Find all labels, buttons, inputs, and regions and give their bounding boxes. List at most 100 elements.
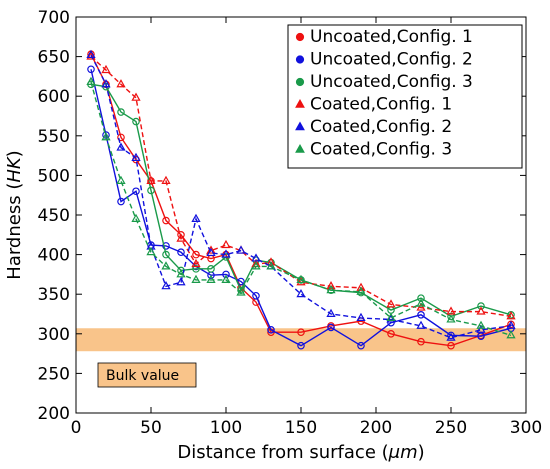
data-point [207,265,215,273]
data-point [386,299,396,308]
bulk-value-label: Bulk value [106,368,179,384]
data-point [161,175,171,184]
data-point [146,247,156,256]
y-tick-label: 300 [38,325,70,345]
series-3 [87,80,515,321]
data-point [206,247,216,257]
data-point [296,277,306,286]
y-tick-label: 700 [38,8,70,28]
series-layer [86,49,516,350]
data-point [417,294,425,302]
series-6 [86,76,516,339]
legend-marker [295,77,305,87]
legend-label: Coated,Config. 1 [310,95,452,115]
series-line [90,81,512,337]
data-point [221,249,231,258]
data-point [356,286,366,295]
data-point [476,320,486,329]
series-line [90,83,512,318]
data-point [116,79,126,88]
data-point [132,117,140,126]
x-tick-label: 250 [435,418,467,438]
x-tick-label: 100 [210,418,242,438]
data-point [161,261,171,270]
data-point [162,250,170,259]
x-axis-title: Distance from surface (μm) [177,442,424,463]
data-point [192,250,200,259]
data-point [327,323,335,332]
data-point [356,312,366,321]
data-point [116,175,126,184]
data-point [356,282,366,291]
data-point [176,277,186,286]
legend-label: Coated,Config. 3 [310,140,452,160]
data-point [132,187,140,196]
x-tick-label: 300 [510,418,542,438]
y-tick-label: 250 [38,364,70,384]
legend-marker [295,121,305,131]
legend-label: Uncoated,Config. 2 [310,50,473,70]
x-tick-label: 150 [285,418,317,438]
legend-marker [295,98,305,108]
data-point [192,265,200,273]
tick-layer: 0 50 100 150 200 250 300 200 250 300 350 400 450 500 5… [38,8,543,438]
data-point [446,314,456,323]
y-tick-label: 400 [38,246,70,266]
data-point [147,186,155,195]
data-point [251,261,261,270]
data-point [117,197,125,206]
data-point [252,291,260,300]
legend-label: Uncoated,Config. 1 [310,27,473,47]
y-tick-label: 650 [38,48,70,68]
data-point [477,302,485,310]
data-point [416,320,426,329]
data-point [387,329,395,338]
legend-label: Uncoated,Config. 3 [310,72,473,92]
data-point [476,324,486,333]
data-point [101,79,111,88]
data-point [177,248,185,257]
x-tick-label: 50 [140,418,162,438]
data-point [101,132,111,141]
data-point [506,311,516,320]
data-point [266,261,276,270]
data-point [101,64,111,74]
data-point [236,245,246,254]
data-point [326,281,336,290]
y-axis-title: Hardness (HK) [4,150,25,279]
y-tick-label: 200 [38,404,70,424]
data-point [162,216,170,225]
bulk-value-label-box [97,362,197,388]
legend-marker [295,32,305,42]
data-point [176,269,186,278]
data-point [117,108,125,116]
data-point [506,330,516,339]
data-point [326,308,336,317]
data-point [506,320,516,329]
legend-box [287,24,523,169]
y-tick-label: 500 [38,166,70,186]
data-point [86,51,96,60]
data-point [297,328,305,337]
series-line [90,54,512,339]
x-tick-label: 200 [360,418,392,438]
y-tick-label: 600 [38,87,70,107]
data-point [326,285,336,294]
data-point [416,298,426,307]
data-point [116,142,126,151]
data-point [447,341,455,350]
data-point [191,274,201,283]
data-point [191,258,201,268]
data-point [206,274,216,283]
data-point [386,312,396,321]
data-point [417,337,425,346]
y-tick-label: 450 [38,206,70,226]
data-point [162,242,170,250]
series-line [90,56,512,318]
legend-marker [295,143,305,153]
data-point [221,239,231,249]
data-point [146,175,156,184]
data-point [357,341,365,350]
data-point [477,332,485,340]
